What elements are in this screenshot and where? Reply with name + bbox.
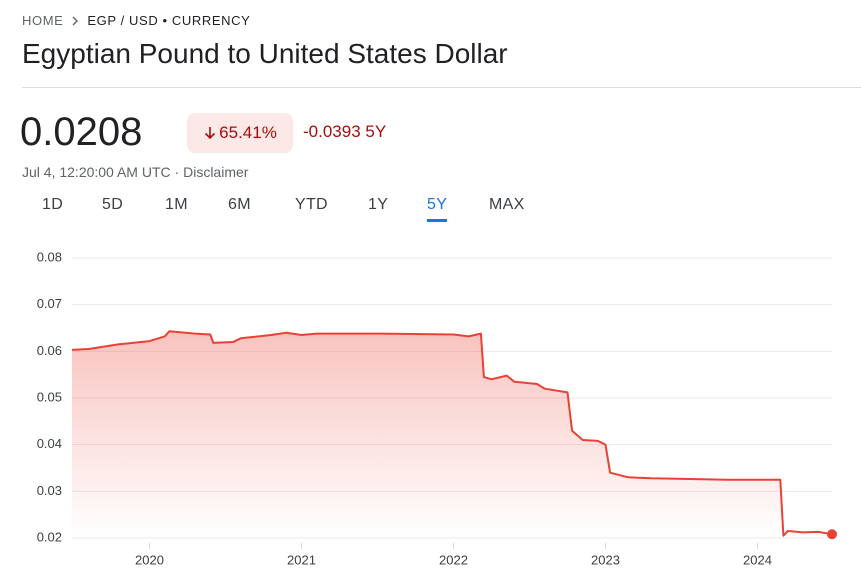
y-tick-label: 0.08 [37,249,62,264]
y-tick-label: 0.04 [37,436,62,451]
absolute-change: -0.0393 5Y [303,122,387,141]
y-tick-label: 0.05 [37,389,62,404]
percent-change-badge: 65.41% [187,113,293,153]
down-arrow-icon [205,127,216,140]
end-point [827,529,837,540]
range-tab[interactable]: 1D [42,196,64,213]
x-tick-label: 2024 [743,552,772,567]
range-tab[interactable]: 5D [102,196,124,213]
range-tab[interactable]: MAX [489,196,525,213]
breadcrumb-home[interactable]: HOME [22,13,64,28]
disclaimer-link[interactable]: Disclaimer [183,164,249,180]
line [71,330,833,537]
range-tab[interactable]: 6M [228,196,251,213]
timestamp-line: Jul 4, 12:20:00 AM UTC · Disclaimer [22,164,249,180]
x-tick-label: 2023 [591,552,620,567]
y-tick-label: 0.06 [37,343,62,358]
range-tab[interactable]: 1Y [368,196,389,213]
page-title: Egyptian Pound to United States Dollar [22,38,508,69]
x-tick-label: 2020 [135,552,164,567]
percent-change: 65.41% [219,123,277,142]
breadcrumb: HOME EGP / USD • CURRENCY [22,13,250,28]
price: 0.0208 [20,110,143,154]
range-tab[interactable]: 5Y [427,196,448,222]
breadcrumb-current: EGP / USD • CURRENCY [87,13,251,28]
timestamp: Jul 4, 12:20:00 AM UTC [22,164,171,180]
chevron-icon [72,16,79,25]
y-tick-label: 0.02 [37,529,62,544]
y-tick-label: 0.07 [37,296,62,311]
range-tab[interactable]: 1M [165,196,188,213]
range-tab[interactable]: YTD [295,196,328,213]
divider [22,87,861,88]
x-tick-label: 2022 [439,552,468,567]
area [72,331,832,538]
x-tick-label: 2021 [287,552,316,567]
y-tick-label: 0.03 [37,483,62,498]
